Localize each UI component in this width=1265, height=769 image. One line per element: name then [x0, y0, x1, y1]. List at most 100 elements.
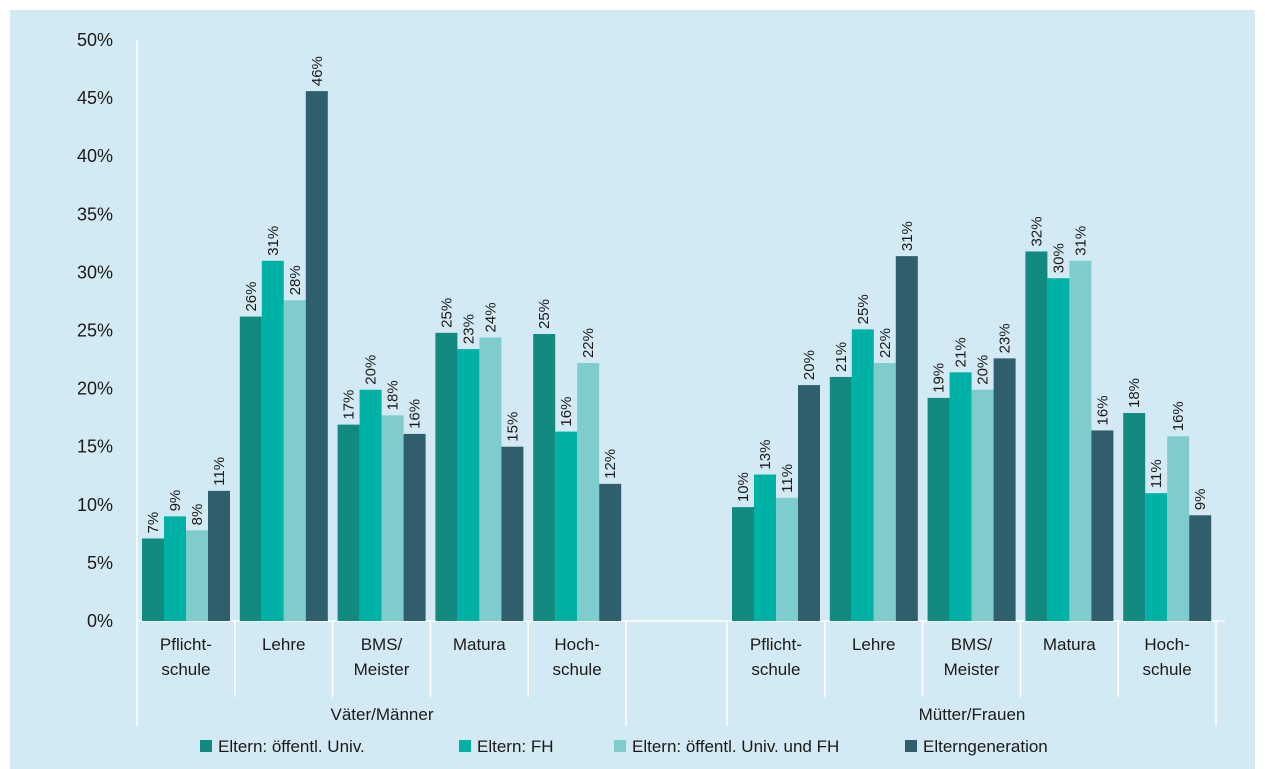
- data-label: 18%: [1126, 378, 1143, 408]
- category-label: BMS/: [951, 635, 993, 654]
- bar: [457, 349, 480, 621]
- bar: [186, 530, 208, 621]
- data-label: 19%: [931, 363, 948, 393]
- category-label: schule: [161, 660, 210, 679]
- y-tick-label: 30%: [77, 262, 113, 282]
- group-label-vaeter: Väter/Männer: [331, 705, 434, 724]
- y-tick-label: 50%: [77, 30, 113, 50]
- y-tick-label: 40%: [77, 146, 113, 166]
- bar: [381, 415, 404, 621]
- bar: [283, 300, 306, 621]
- bar: [208, 490, 230, 621]
- data-label: 25%: [855, 294, 872, 324]
- bar: [732, 507, 754, 621]
- data-label: 10%: [735, 472, 752, 502]
- data-label: 9%: [167, 490, 184, 512]
- data-label: 7%: [145, 512, 162, 534]
- data-label: 16%: [1170, 401, 1187, 431]
- bar: [164, 516, 186, 621]
- data-label: 32%: [1028, 216, 1045, 246]
- bar: [1167, 436, 1190, 621]
- chart-background: 0% 5% 10% 15% 20% 25% 30% 35% 40% 45% 50% 7% 9% 8% 11%…: [10, 10, 1255, 769]
- category-label: BMS/: [361, 635, 403, 654]
- category-label: Pflicht-: [750, 635, 802, 654]
- category-label: Lehre: [262, 635, 305, 654]
- legend-swatch: [459, 740, 471, 752]
- bar: [1123, 413, 1146, 621]
- bar: [261, 260, 284, 621]
- data-label: 23%: [997, 323, 1014, 353]
- bar: [555, 431, 578, 621]
- data-label: 31%: [265, 226, 282, 256]
- y-tick-label: 10%: [77, 495, 113, 515]
- bar: [993, 358, 1016, 621]
- bar: [798, 385, 820, 621]
- bar: [435, 332, 458, 621]
- y-tick-label: 5%: [87, 553, 113, 573]
- y-tick-label: 25%: [77, 321, 113, 341]
- legend-label: Eltern: öffentl. Univ. und FH: [632, 737, 839, 756]
- category-label: Hoch-: [1144, 635, 1189, 654]
- bar: [873, 363, 896, 621]
- bar: [971, 389, 994, 621]
- data-label: 30%: [1050, 243, 1067, 273]
- bar: [754, 474, 776, 621]
- legend-label: Eltern: FH: [477, 737, 554, 756]
- bar: [895, 256, 918, 621]
- bar: [851, 329, 874, 621]
- bar: [599, 483, 622, 621]
- category-label: schule: [1143, 660, 1192, 679]
- data-label: 25%: [438, 298, 455, 328]
- data-label: 20%: [975, 355, 992, 385]
- bar: [1047, 278, 1070, 621]
- data-label: 9%: [1192, 489, 1209, 511]
- bar: [829, 376, 852, 621]
- bar: [533, 333, 556, 621]
- y-tick-label: 20%: [77, 379, 113, 399]
- data-label: 25%: [536, 299, 553, 329]
- data-label: 15%: [504, 412, 521, 442]
- data-label: 20%: [801, 350, 818, 380]
- bar: [305, 91, 328, 622]
- bar: [1091, 430, 1114, 621]
- data-label: 22%: [580, 328, 597, 358]
- category-label: Pflicht-: [160, 635, 212, 654]
- data-label: 16%: [1094, 395, 1111, 425]
- category-label: Lehre: [852, 635, 895, 654]
- category-label: Meister: [944, 660, 1000, 679]
- data-label: 11%: [211, 457, 228, 486]
- data-label: 21%: [833, 342, 850, 372]
- data-label: 23%: [460, 314, 477, 344]
- data-label: 18%: [385, 380, 402, 410]
- y-tick-label: 35%: [77, 204, 113, 224]
- data-label: 11%: [1148, 459, 1165, 488]
- category-label: schule: [553, 660, 602, 679]
- bar: [577, 363, 600, 621]
- bar: [501, 446, 524, 621]
- data-label: 46%: [309, 56, 326, 86]
- y-tick-label: 15%: [77, 437, 113, 457]
- group-label-muetter: Mütter/Frauen: [919, 705, 1026, 724]
- category-label: Meister: [354, 660, 410, 679]
- data-label: 8%: [189, 504, 206, 526]
- bar: [1189, 515, 1212, 621]
- data-label: 28%: [287, 265, 304, 295]
- data-label: 21%: [953, 337, 970, 367]
- data-label: 11%: [779, 464, 796, 493]
- legend-swatch: [200, 740, 212, 752]
- bar: [1025, 251, 1048, 621]
- bar: [927, 397, 950, 621]
- bar: [142, 538, 164, 621]
- bar: [1069, 260, 1092, 621]
- bar: [949, 372, 972, 621]
- data-label: 31%: [899, 221, 916, 251]
- grouped-bar-chart: 0%5%10%15%20%25%30%35%40%45%50%7%9%8%11%…: [77, 30, 1225, 756]
- category-label: Matura: [453, 635, 506, 654]
- data-label: 22%: [877, 328, 894, 358]
- legend-swatch: [614, 740, 626, 752]
- legend-label: Elterngeneration: [923, 737, 1048, 756]
- legend-label: Eltern: öffentl. Univ.: [218, 737, 365, 756]
- data-label: 12%: [602, 449, 619, 479]
- data-label: 26%: [243, 282, 260, 312]
- category-label: schule: [751, 660, 800, 679]
